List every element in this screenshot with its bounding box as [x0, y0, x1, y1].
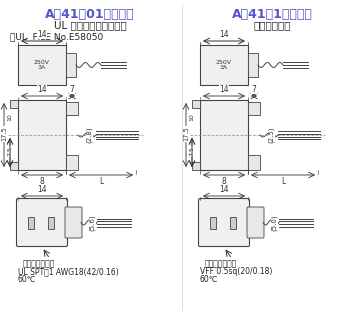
Bar	[248, 53, 258, 77]
Bar	[18, 100, 66, 170]
Bar	[248, 102, 260, 115]
FancyBboxPatch shape	[247, 207, 264, 238]
Text: A－41－1シリーズ: A－41－1シリーズ	[232, 8, 312, 21]
Text: 機器内配線用: 機器内配線用	[253, 20, 291, 30]
Text: (5.0): (5.0)	[271, 214, 277, 231]
Bar	[192, 162, 200, 170]
Text: (5.6): (5.6)	[89, 214, 95, 231]
Bar	[66, 102, 78, 115]
Text: 7.5: 7.5	[8, 146, 12, 157]
Text: 10: 10	[190, 114, 194, 121]
Bar	[192, 100, 200, 108]
Text: A－41－01シリーズ: A－41－01シリーズ	[45, 8, 135, 21]
Text: L: L	[281, 177, 285, 186]
Bar	[10, 162, 18, 170]
Bar	[210, 216, 216, 228]
Text: 8: 8	[40, 177, 44, 186]
Text: 平形二芯コード: 平形二芯コード	[23, 259, 55, 268]
Text: 7: 7	[252, 85, 256, 94]
Text: (2.5): (2.5)	[268, 127, 274, 143]
Text: (2.8): (2.8)	[86, 127, 92, 143]
FancyBboxPatch shape	[18, 45, 66, 85]
Text: 250V
3A: 250V 3A	[34, 60, 50, 70]
Text: 250V
3A: 250V 3A	[216, 60, 232, 70]
Text: 14: 14	[219, 85, 229, 94]
Bar	[28, 216, 34, 228]
Bar	[48, 216, 54, 228]
Text: 14: 14	[37, 185, 47, 194]
Bar	[66, 155, 78, 170]
Bar	[200, 100, 248, 170]
FancyBboxPatch shape	[16, 198, 67, 247]
Text: 平形二芯コード: 平形二芯コード	[205, 259, 237, 268]
Bar	[230, 216, 236, 228]
Text: 17.5: 17.5	[1, 127, 7, 141]
FancyBboxPatch shape	[200, 45, 248, 85]
Text: 14: 14	[219, 30, 229, 39]
Text: UL 品（機器内配線用）: UL 品（機器内配線用）	[54, 20, 126, 30]
Bar	[66, 53, 76, 77]
Text: 14: 14	[37, 85, 47, 94]
Text: 10: 10	[8, 114, 12, 121]
Text: 7: 7	[70, 85, 74, 94]
Bar	[248, 155, 260, 170]
FancyBboxPatch shape	[65, 207, 82, 238]
Text: 14: 14	[37, 30, 47, 39]
Text: 14: 14	[219, 185, 229, 194]
Text: UL SPT－1 AWG18(42/0.16): UL SPT－1 AWG18(42/0.16)	[18, 267, 119, 276]
Text: 7.5: 7.5	[190, 146, 194, 157]
Text: 60℃: 60℃	[200, 275, 218, 284]
Text: L: L	[99, 177, 103, 186]
Text: 8: 8	[222, 177, 226, 186]
Text: 17.5: 17.5	[183, 127, 189, 141]
FancyBboxPatch shape	[198, 198, 249, 247]
Text: ・UL  FILE No.E58050: ・UL FILE No.E58050	[10, 32, 103, 41]
Text: 60℃: 60℃	[18, 275, 36, 284]
Text: VFF 0.5sq(20/0.18): VFF 0.5sq(20/0.18)	[200, 267, 272, 276]
Bar	[10, 100, 18, 108]
